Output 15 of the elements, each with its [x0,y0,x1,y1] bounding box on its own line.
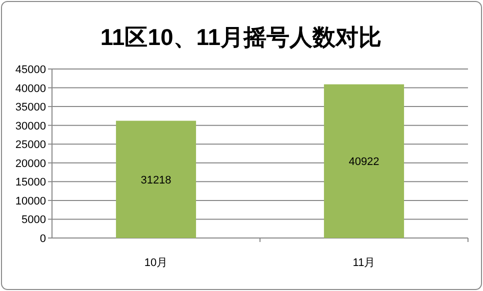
ytick: 5000 [22,214,46,226]
ytick: 40000 [15,82,46,95]
xtick: 11月 [352,257,376,269]
ytick: 10000 [15,195,46,208]
ytick: 0 [40,233,46,245]
xtick: 10月 [144,257,168,269]
ytick: 15000 [15,176,46,189]
ytick: 25000 [15,139,46,152]
title: 11区10、11月摇号人数对比 [100,24,382,50]
ytick: 45000 [15,64,46,76]
data-label: 31218 [140,174,172,186]
ytick: 35000 [15,102,46,114]
data-label: 40922 [348,156,380,168]
ytick: 20000 [15,158,46,170]
ytick: 30000 [15,120,46,132]
